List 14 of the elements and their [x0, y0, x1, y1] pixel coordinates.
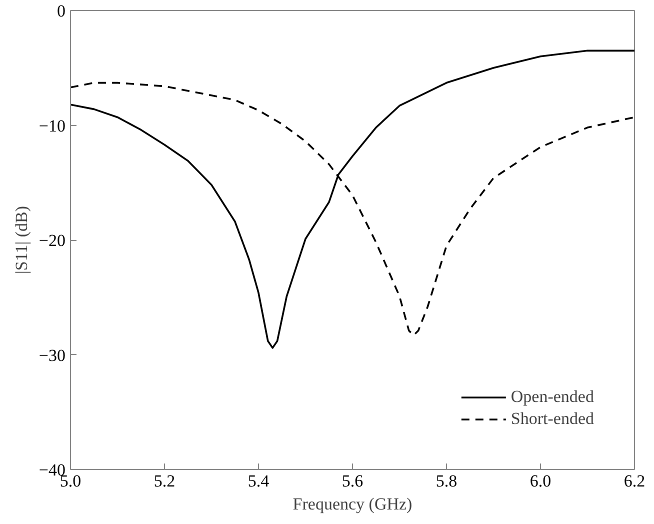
legend-label: Short-ended — [510, 409, 594, 429]
x-tick-label: 5.8 — [436, 472, 458, 490]
x-tick-label: 5.4 — [248, 472, 270, 490]
x-tick-label: 5.2 — [154, 472, 176, 490]
x-axis-title: Frequency (GHz) — [292, 494, 412, 514]
y-axis-title: |S11| (dB) — [12, 206, 31, 274]
y-tick-label: −30 — [38, 346, 66, 365]
x-tick-label: 5.6 — [342, 472, 364, 490]
y-tick-label: −10 — [38, 116, 66, 136]
legend-label: Open-ended — [510, 387, 594, 407]
x-tick-label: 6.0 — [530, 472, 552, 490]
x-tick-label: 6.2 — [624, 472, 646, 490]
y-tick-label: −20 — [38, 231, 66, 250]
y-tick-label: 0 — [57, 2, 66, 20]
